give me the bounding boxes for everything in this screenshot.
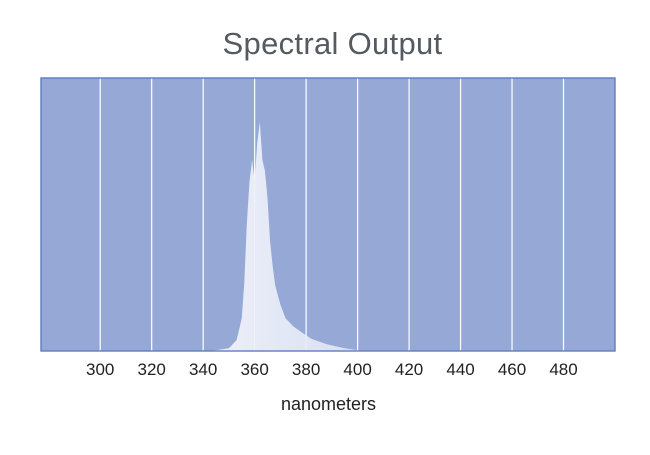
x-tick-label-460: 460	[498, 360, 526, 379]
x-tick-label-360: 360	[240, 360, 268, 379]
spectrum-area	[210, 121, 371, 351]
x-tick-label-420: 420	[395, 360, 423, 379]
x-tick-label-440: 440	[446, 360, 474, 379]
x-tick-labels: 300 320 340 360 380 400 420 440 460 480	[86, 360, 578, 379]
x-tick-label-320: 320	[137, 360, 165, 379]
plot-border	[40, 77, 616, 352]
x-axis-label: nanometers	[280, 394, 377, 414]
x-tick-label-340: 340	[189, 360, 217, 379]
x-tick-label-380: 380	[292, 360, 320, 379]
x-tick-label-400: 400	[343, 360, 371, 379]
chart-title: Spectral Output	[222, 26, 443, 61]
plot-background	[41, 78, 615, 351]
grid-lines	[99, 78, 565, 351]
x-tick-label-300: 300	[86, 360, 114, 379]
x-tick-label-480: 480	[549, 360, 577, 379]
